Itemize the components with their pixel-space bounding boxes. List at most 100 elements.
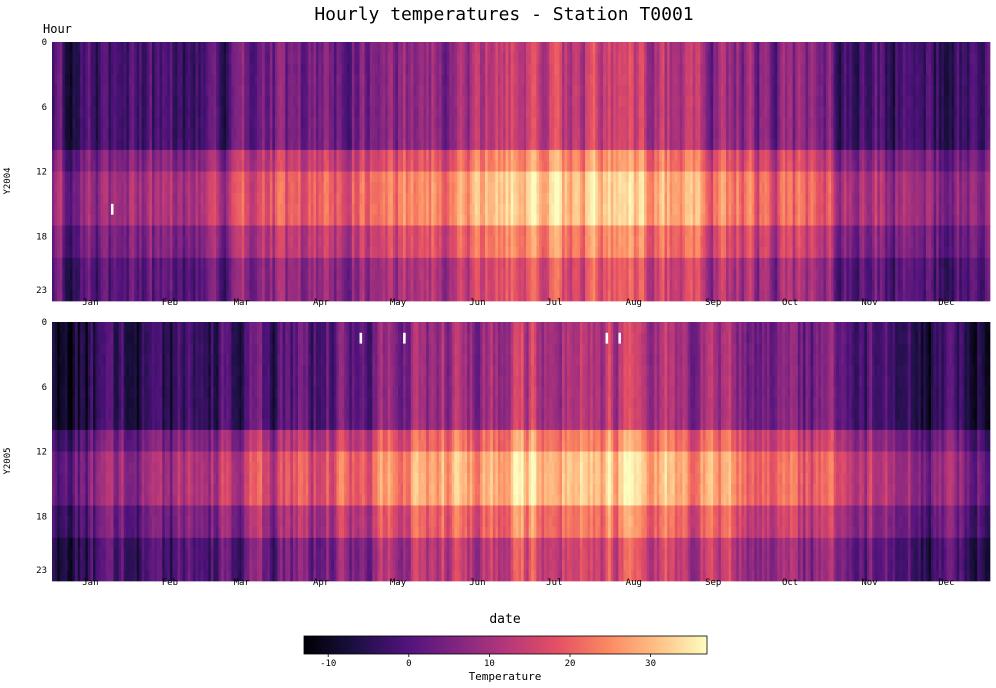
heatmap-cell [262,290,266,302]
heatmap-cell [87,193,91,205]
heatmap-cell [513,193,517,205]
heatmap-cell [469,203,473,216]
heatmap-cell [52,160,55,172]
heatmap-cell [110,203,114,216]
heatmap-cell [426,128,430,140]
heatmap-cell [546,63,550,75]
heatmap-cell [449,85,453,97]
heatmap-cell [192,85,196,97]
heatmap-cell [249,182,253,194]
heatmap-cell [400,247,404,259]
heatmap-cell [121,268,125,280]
heatmap-cell [418,95,422,108]
heatmap-cell [218,182,222,194]
heatmap-cell [446,182,450,194]
heatmap-cell [205,247,209,259]
heatmap-cell [531,171,535,183]
heatmap-cell [262,128,266,140]
heatmap-cell [57,268,61,280]
heatmap-cell [108,236,112,248]
heatmap-cell [541,279,545,291]
heatmap-cell [369,279,373,291]
heatmap-cell [157,139,160,151]
heatmap-cell [582,52,586,64]
heatmap-cell [546,225,550,237]
heatmap-cell [582,193,586,205]
heatmap-cell [505,106,509,118]
heatmap-cell [556,95,560,108]
heatmap-cell [72,160,76,172]
heatmap-cell [392,171,396,183]
heatmap-cell [121,85,125,97]
heatmap-cell [333,268,337,280]
heatmap-cell [303,52,307,64]
heatmap-cell [116,268,119,280]
heatmap-cell [413,95,417,108]
heatmap-cell [528,247,532,259]
heatmap-cell [226,193,230,205]
heatmap-cell [331,268,335,280]
heatmap-cell [582,106,586,118]
heatmap-cell [446,95,450,108]
heatmap-cell [303,225,307,237]
heatmap-cell [274,171,278,183]
heatmap-cell [531,214,535,226]
heatmap-cell [351,160,355,172]
heatmap-cell [349,236,353,248]
heatmap-cell [80,268,84,280]
heatmap-cell [121,290,125,302]
heatmap-cell [151,290,155,302]
heatmap-cell [182,95,186,108]
heatmap-cell [423,42,427,54]
heatmap-cell [157,268,160,280]
heatmap-cell [162,95,166,108]
heatmap-cell [544,268,547,280]
heatmap-cell [80,182,84,194]
heatmap-cell [556,149,560,162]
heatmap-cell [82,95,86,108]
heatmap-cell [400,52,404,64]
heatmap-cell [485,52,489,64]
heatmap-cell [349,139,353,151]
heatmap-cell [541,257,545,269]
heatmap-cell [577,85,581,97]
heatmap-cell [479,268,483,280]
heatmap-cell [331,149,335,162]
heatmap-cell [113,214,117,226]
heatmap-cell [349,160,353,172]
heatmap-cell [75,225,78,237]
heatmap-cell [500,85,504,97]
heatmap-cell [359,52,363,64]
heatmap-cell [241,225,245,237]
heatmap-cell [226,63,230,75]
heatmap-cell [126,139,130,151]
heatmap-cell [510,63,514,75]
heatmap-cell [405,247,409,259]
heatmap-cell [218,160,222,172]
heatmap-cell [336,193,340,205]
heatmap-cell [110,236,114,248]
heatmap-cell [472,106,476,118]
heatmap-cell [169,182,173,194]
heatmap-cell [464,117,468,129]
heatmap-cell [154,95,158,108]
heatmap-cell [172,149,176,162]
heatmap-cell [254,42,258,54]
heatmap-cell [467,139,471,151]
heatmap-cell [326,117,330,129]
heatmap-cell [228,74,232,86]
heatmap-cell [203,95,207,108]
heatmap-cell [405,63,409,75]
heatmap-cell [233,247,237,259]
heatmap-cell [410,290,414,302]
heatmap-cell [277,236,281,248]
heatmap-cell [436,139,440,151]
heatmap-cell [82,128,86,140]
heatmap-cell [392,257,396,269]
heatmap-cell [154,149,158,162]
heatmap-cell [544,95,547,108]
heatmap-cell [239,171,242,183]
heatmap-cell [169,74,173,86]
heatmap-cell [154,182,158,194]
heatmap-cell [485,85,489,97]
